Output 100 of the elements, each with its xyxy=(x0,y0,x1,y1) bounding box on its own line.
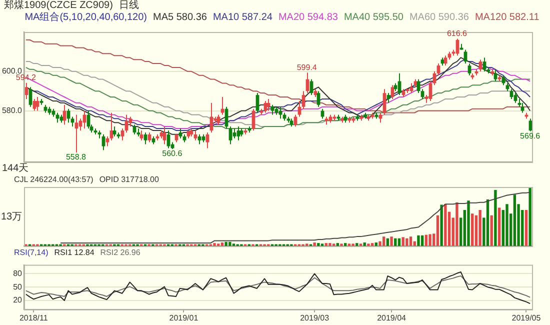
candlestick xyxy=(140,130,144,141)
y-tick-label: 50 xyxy=(13,282,23,292)
candlestick xyxy=(428,80,432,102)
bar xyxy=(524,210,528,246)
candlestick xyxy=(232,128,236,139)
bar xyxy=(444,204,447,246)
bar xyxy=(440,204,443,246)
annotation: 616.6 xyxy=(446,28,468,38)
bar xyxy=(224,242,228,246)
bar xyxy=(467,200,470,246)
candlestick xyxy=(264,100,268,114)
candlestick xyxy=(144,132,148,145)
candlestick xyxy=(468,63,472,76)
candlestick xyxy=(128,116,132,128)
candlestick xyxy=(386,92,390,104)
candlestick xyxy=(194,130,198,141)
bar xyxy=(220,242,224,246)
candlestick xyxy=(178,128,182,139)
bar xyxy=(513,194,516,246)
x-tick-label: 2019/04 xyxy=(377,313,407,322)
legend-title: MA组合(5,10,20,40,60,120) xyxy=(24,12,148,24)
bar xyxy=(486,199,490,246)
candlestick xyxy=(70,116,74,128)
candlestick xyxy=(310,78,314,96)
candlestick xyxy=(220,96,224,116)
candlestick xyxy=(410,82,414,94)
bar xyxy=(213,243,216,246)
bar xyxy=(382,236,386,246)
bar xyxy=(409,236,412,246)
text: MA20 594.83 xyxy=(278,12,338,24)
candlestick xyxy=(210,102,214,133)
candlestick xyxy=(228,126,232,145)
candlestick xyxy=(36,96,40,112)
bar xyxy=(456,202,458,246)
bar xyxy=(398,238,401,246)
bar xyxy=(471,214,474,246)
bar xyxy=(363,242,366,246)
bar xyxy=(478,210,482,246)
bar xyxy=(506,204,508,246)
candlestick xyxy=(266,98,270,112)
bar xyxy=(490,215,493,246)
annotation: 594.2 xyxy=(16,73,36,82)
bar xyxy=(356,243,358,246)
x-tick-label: 2019/01 xyxy=(169,313,199,322)
bar xyxy=(390,236,393,246)
candlestick xyxy=(270,104,274,116)
x-tick-label: 2019/05 xyxy=(512,313,542,322)
candlestick xyxy=(28,86,32,108)
bar xyxy=(417,235,420,246)
candlestick xyxy=(206,132,210,149)
candlestick xyxy=(494,68,498,82)
candlestick xyxy=(444,55,448,66)
bar xyxy=(498,208,501,246)
bar xyxy=(336,243,339,246)
candlestick xyxy=(510,88,514,100)
candlestick xyxy=(294,114,298,128)
bar xyxy=(344,243,347,246)
chart-title: CJL 246224.00(43:57) xyxy=(14,174,94,185)
y-tick-label: 80 xyxy=(13,268,23,278)
candlestick xyxy=(78,118,82,131)
text: 144天 xyxy=(2,162,29,174)
candlestick xyxy=(24,82,28,100)
bar xyxy=(406,238,408,246)
candlestick xyxy=(482,57,486,72)
candlestick xyxy=(132,124,136,135)
candlestick xyxy=(514,92,518,104)
chart-subtitle: OPID 317718.00 xyxy=(99,174,159,185)
bar xyxy=(386,238,390,246)
bar xyxy=(328,243,332,246)
bar xyxy=(402,237,404,246)
candlestick xyxy=(120,128,124,141)
candlestick xyxy=(416,78,420,94)
candlestick xyxy=(112,126,116,137)
annotation: 560.6 xyxy=(162,149,183,158)
candlestick xyxy=(216,114,220,126)
chart-subtitle: 日线 xyxy=(118,0,139,12)
candlestick xyxy=(236,126,240,141)
bar xyxy=(394,238,397,246)
bar xyxy=(424,234,428,246)
candlestick xyxy=(110,112,114,141)
bar xyxy=(374,242,378,246)
candlestick xyxy=(124,114,128,133)
text: MA5 580.36 xyxy=(153,12,207,24)
candlestick xyxy=(106,136,110,147)
candlestick xyxy=(378,112,382,124)
text: MA10 587.24 xyxy=(212,12,272,24)
candlestick xyxy=(398,72,402,96)
bar xyxy=(494,190,497,246)
x-tick-label: 2018/11 xyxy=(19,313,48,322)
candlestick xyxy=(74,114,78,154)
text: MA120 582.11 xyxy=(474,12,540,24)
candlestick xyxy=(420,88,424,100)
candlestick xyxy=(478,59,482,72)
text: RSI2 26.96 xyxy=(100,247,140,258)
candlestick xyxy=(148,132,152,143)
bar xyxy=(324,243,328,246)
candlestick xyxy=(528,118,532,132)
candlestick xyxy=(436,63,440,76)
legend-title: RSI(7,14) xyxy=(14,247,48,258)
x-tick-label: 2019/03 xyxy=(300,313,330,322)
